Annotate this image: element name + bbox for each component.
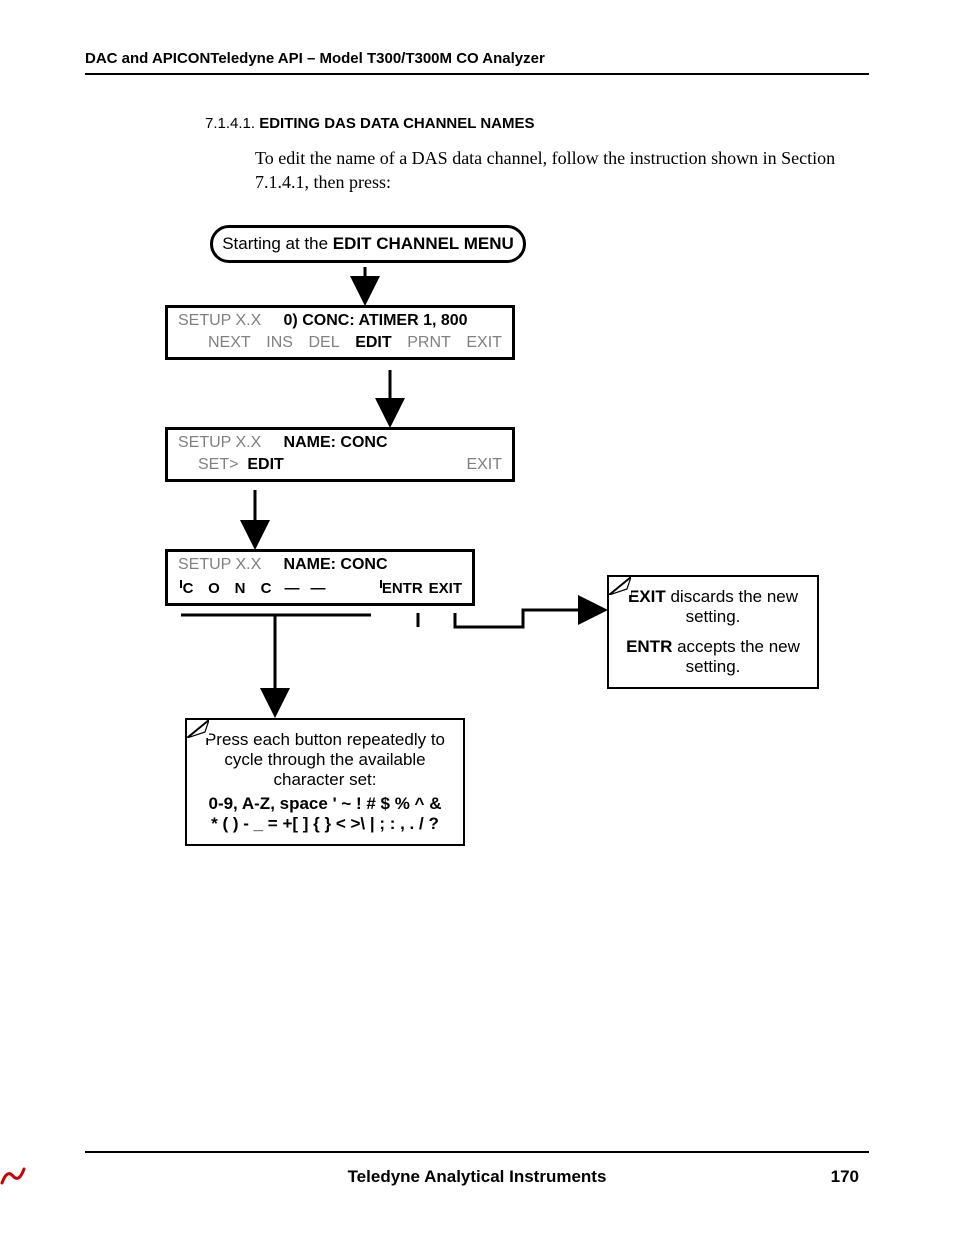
screen3-setup: SETUP X.X [178,556,261,573]
teledyne-logo-icon [0,1167,26,1185]
screen3-charkeys: C O N C — — ENTR EXIT [168,576,472,603]
flow-screen-2: SETUP X.X NAME: CONC SET> EDIT EXIT [165,427,515,482]
note-bottom-line3: * ( ) - _ = +[ ] { } < >\ | ; : , . / ? [199,814,451,834]
flow-start: Starting at the EDIT CHANNEL MENU [210,225,526,263]
screen3-exit: EXIT [429,580,462,597]
flow-start-prefix: Starting at the [222,234,333,253]
footer: Teledyne Analytical Instruments 170 [0,1167,954,1187]
section-heading: 7.1.4.1. EDITING DAS DATA CHANNEL NAMES [205,115,869,132]
screen3-c4: C [256,580,276,597]
screen2-title: NAME: CONC [284,434,388,451]
fold-corner-icon [609,577,631,595]
screen1-setup: SETUP X.X [178,312,261,329]
footer-rule [85,1151,869,1153]
screen3-c5: — [282,580,302,597]
screen2-edit: EDIT [247,456,283,473]
screen1-ins: INS [266,334,293,352]
screen1-next: NEXT [208,334,251,352]
section-number: 7.1.4.1. [205,115,255,132]
tick-mark [180,580,182,588]
screen1-prnt: PRNT [407,334,451,352]
screen3-title: NAME: CONC [284,556,388,573]
note-right-exit: EXIT discards the new setting. [621,587,805,627]
screen2-exit: EXIT [466,456,502,474]
screen3-c6: — [308,580,328,597]
note-bottom-line2: 0-9, A-Z, space ' ~ ! # $ % ^ & [199,794,451,814]
screen1-del: DEL [309,334,340,352]
note-bottom-line1: Press each button repeatedly to cycle th… [199,730,451,790]
note-right-entr: ENTR accepts the new setting. [621,637,805,677]
flowchart: Starting at the EDIT CHANNEL MENU SETUP … [155,225,835,945]
flow-note-bottom: Press each button repeatedly to cycle th… [185,718,465,846]
running-header: DAC and APICONTeledyne API – Model T300/… [85,50,869,75]
screen1-edit: EDIT [355,334,391,352]
flow-note-right: EXIT discards the new setting. ENTR acce… [607,575,819,689]
screen2-setup: SETUP X.X [178,434,261,451]
body-paragraph: To edit the name of a DAS data channel, … [255,146,869,195]
flow-screen-1: SETUP X.X 0) CONC: ATIMER 1, 800 NEXT IN… [165,305,515,360]
screen1-title: 0) CONC: ATIMER 1, 800 [284,312,468,329]
page: DAC and APICONTeledyne API – Model T300/… [0,0,954,1235]
screen3-c3: N [230,580,250,597]
fold-corner-icon [187,720,209,738]
section-title: EDITING DAS DATA CHANNEL NAMES [259,115,534,132]
footer-page-number: 170 [831,1167,859,1187]
screen3-c2: O [204,580,224,597]
flow-start-bold: EDIT CHANNEL MENU [333,234,514,253]
footer-company: Teledyne Analytical Instruments [348,1167,607,1186]
flow-screen-3: SETUP X.X NAME: CONC C O N C — — ENTR EX… [165,549,475,606]
tick-mark [380,580,382,588]
screen1-exit: EXIT [466,334,502,352]
screen2-set: SET> [198,456,238,473]
screen3-entr: ENTR [382,580,423,597]
